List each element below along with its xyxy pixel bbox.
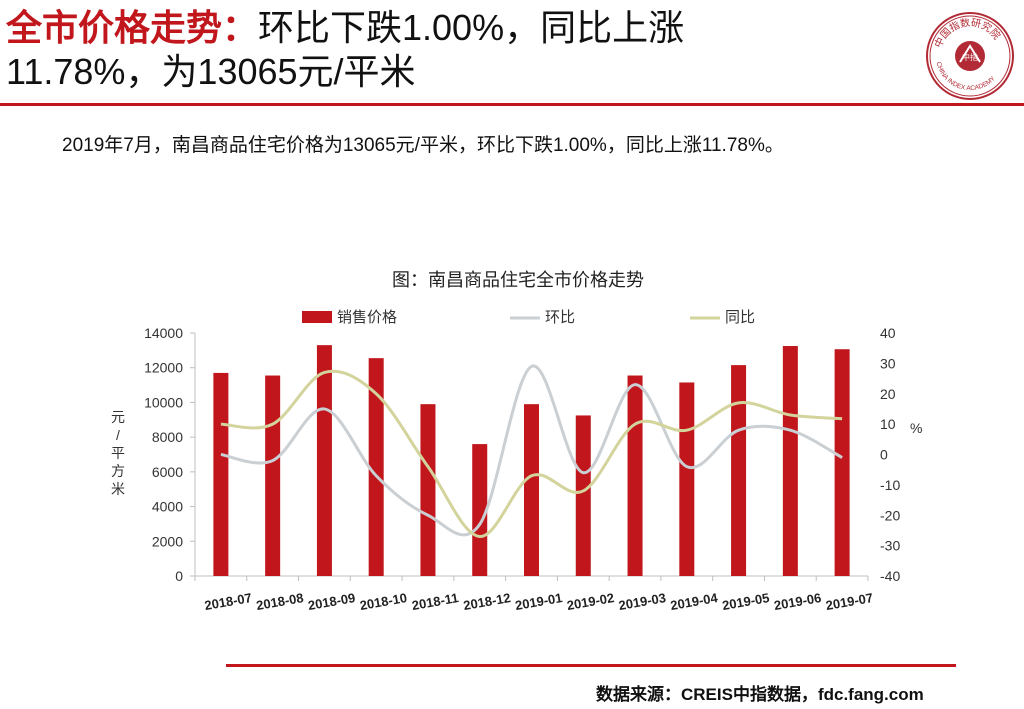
left-axis-label: 元/平方米 (111, 409, 125, 497)
x-tick-label: 2018-07 (203, 590, 253, 613)
legend-label-mom: 环比 (545, 309, 575, 326)
price-bar (679, 382, 695, 576)
right-tick-label: -40 (880, 568, 900, 584)
price-bar (265, 375, 281, 576)
right-tick-label: 30 (880, 355, 896, 371)
price-bar (782, 346, 798, 576)
price-bar (575, 415, 591, 576)
data-source: 数据来源：CREIS中指数据，fdc.fang.com (596, 685, 924, 704)
right-tick-label: 40 (880, 325, 896, 341)
right-tick-label: 20 (880, 386, 896, 402)
bottom-divider (226, 664, 956, 667)
chart-title: 图：南昌商品住宅全市价格走势 (392, 270, 644, 290)
headline: 全市价格走势：环比下跌1.00%，同比上涨 11.78%，为13065元/平米 (6, 6, 906, 94)
headline-rest: 环比下跌1.00%，同比上涨 (258, 7, 685, 48)
x-tick-label: 2019-06 (773, 590, 823, 613)
right-tick-label: -30 (880, 538, 900, 554)
headline-line2: 11.78%，为13065元/平米 (6, 51, 416, 92)
left-tick-label: 6000 (152, 464, 183, 480)
chart-legend: 销售价格 环比 同比 (302, 309, 755, 326)
right-tick-label: -10 (880, 477, 900, 493)
left-tick-label: 14000 (144, 325, 183, 341)
x-tick-label: 2018-08 (255, 590, 305, 613)
china-index-academy-logo: 中国指数研究院 CHINA INDEX ACADEMY 中指 (926, 12, 1014, 100)
x-tick-label: 2019-02 (566, 590, 616, 613)
right-tick-label: -20 (880, 507, 900, 523)
x-tick-label: 2018-12 (462, 590, 512, 613)
price-bar (627, 375, 643, 576)
left-tick-label: 10000 (144, 394, 183, 410)
summary-text: 2019年7月，南昌商品住宅价格为13065元/平米，环比下跌1.00%，同比上… (62, 135, 784, 156)
left-tick-label: 2000 (152, 533, 183, 549)
left-tick-label: 4000 (152, 499, 183, 515)
price-bar (420, 404, 436, 576)
price-bar (472, 444, 488, 576)
legend-label-price: 销售价格 (337, 309, 397, 326)
price-bar (213, 372, 229, 576)
price-bar (834, 349, 850, 576)
x-tick-label: 2019-05 (721, 590, 771, 613)
x-tick-label: 2018-11 (411, 590, 460, 613)
left-tick-label: 0 (175, 568, 183, 584)
top-divider (0, 103, 1024, 106)
right-tick-label: 0 (880, 447, 888, 463)
headline-highlight: 全市价格走势： (6, 7, 259, 48)
price-bar (316, 345, 332, 576)
yoy-line (220, 369, 843, 539)
logo-inner-text: 中指 (962, 52, 978, 62)
x-tick-label: 2019-04 (669, 590, 719, 613)
x-tick-label: 2018-10 (359, 590, 409, 613)
price-bar (524, 404, 539, 576)
price-bar (368, 358, 384, 576)
bar-series (213, 345, 850, 576)
line-series (220, 364, 843, 539)
legend-label-yoy: 同比 (725, 309, 755, 326)
chart-axes: 0 2000 4000 6000 8000 10000 12000 14000 -40 -30 -2… (111, 325, 922, 613)
right-tick-label: 10 (880, 416, 896, 432)
x-tick-label: 2019-01 (514, 590, 564, 613)
right-axis-label: % (910, 420, 922, 436)
left-tick-label: 12000 (144, 360, 183, 376)
x-tick-label: 2019-03 (617, 590, 667, 613)
legend-swatch-price (302, 311, 332, 323)
x-tick-label: 2019-07 (825, 590, 875, 613)
left-tick-label: 8000 (152, 429, 183, 445)
price-bar (731, 365, 747, 576)
x-tick-label: 2018-09 (307, 590, 357, 613)
mom-line (220, 364, 843, 537)
